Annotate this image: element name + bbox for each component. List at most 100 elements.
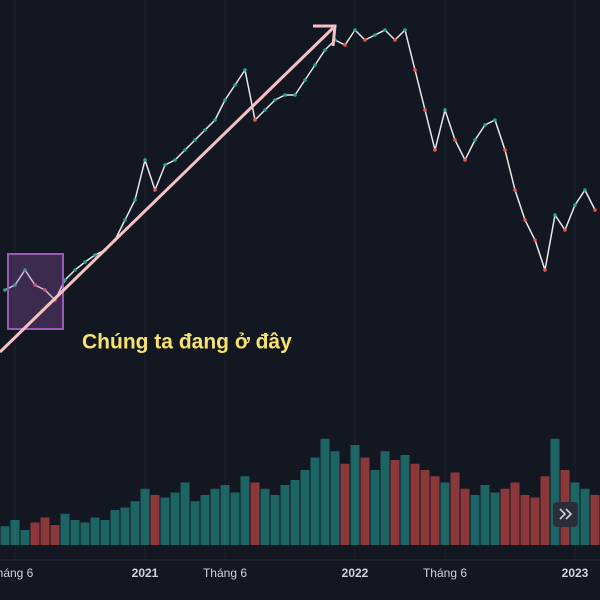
volume-bar — [360, 457, 370, 545]
volume-bar — [150, 495, 160, 545]
volume-bar — [530, 497, 540, 545]
volume-bar — [550, 438, 560, 545]
price-point — [543, 268, 547, 272]
price-point — [293, 93, 297, 97]
annotation: Chúng ta đang ở đây — [82, 331, 292, 354]
volume-bar — [430, 476, 440, 545]
volume-bar — [290, 480, 300, 545]
x-tick-label: Tháng 6 — [423, 566, 467, 580]
price-point — [233, 83, 237, 87]
volume-bar — [10, 520, 20, 545]
volume-bar — [20, 530, 30, 545]
volume-bar — [490, 492, 500, 545]
volume-bar — [50, 525, 60, 545]
price-point — [133, 198, 137, 202]
x-tick-label: háng 6 — [0, 566, 34, 580]
price-point — [453, 138, 457, 142]
volume-bar — [180, 482, 190, 545]
volume-bar — [590, 495, 600, 545]
price-point — [413, 68, 417, 72]
volume-bar — [580, 488, 590, 545]
volume-bar — [0, 526, 10, 545]
price-point — [583, 188, 587, 192]
price-point — [483, 123, 487, 127]
volume-bar — [460, 488, 470, 545]
volume-bar — [470, 495, 480, 545]
volume-bar — [520, 495, 530, 545]
price-point — [203, 128, 207, 132]
price-point — [563, 228, 567, 232]
x-tick-label: 2022 — [342, 566, 369, 580]
volume-bar — [220, 485, 230, 545]
volume-bar — [160, 497, 170, 545]
price-point — [523, 218, 527, 222]
price-point — [393, 38, 397, 42]
volume-panel — [0, 438, 600, 545]
price-point — [553, 213, 557, 217]
price-point — [73, 268, 77, 272]
price-point — [43, 288, 47, 292]
price-point — [253, 118, 257, 122]
price-point — [13, 283, 17, 287]
volume-bar — [390, 460, 400, 545]
volume-bar — [270, 495, 280, 545]
price-point — [23, 268, 27, 272]
price-point — [213, 118, 217, 122]
price-point — [33, 283, 37, 287]
volume-bar — [250, 482, 260, 545]
volume-bar — [440, 482, 450, 545]
price-point — [363, 38, 367, 42]
price-point — [573, 203, 577, 207]
volume-bar — [400, 455, 410, 545]
price-point — [173, 158, 177, 162]
volume-bar — [340, 463, 350, 545]
price-point — [343, 43, 347, 47]
volume-bar — [60, 513, 70, 545]
volume-bar — [350, 445, 360, 545]
price-point — [353, 28, 357, 32]
volume-bar — [110, 510, 120, 545]
volume-bar — [240, 476, 250, 545]
volume-bar — [200, 495, 210, 545]
price-point — [193, 138, 197, 142]
price-point — [433, 148, 437, 152]
volume-bar — [330, 451, 340, 545]
price-point — [183, 148, 187, 152]
scroll-icon[interactable] — [559, 508, 573, 520]
volume-bar — [370, 470, 380, 545]
price-point — [473, 138, 477, 142]
volume-bar — [510, 482, 520, 545]
volume-bar — [380, 451, 390, 545]
grid — [14, 0, 576, 560]
price-point — [83, 260, 87, 264]
volume-bar — [30, 522, 40, 545]
volume-bar — [260, 488, 270, 545]
price-point — [273, 98, 277, 102]
volume-bar — [230, 492, 240, 545]
volume-bar — [80, 522, 90, 545]
price-point — [493, 118, 497, 122]
volume-bar — [40, 517, 50, 545]
price-point — [163, 163, 167, 167]
volume-bar — [450, 472, 460, 545]
volume-bar — [100, 520, 110, 545]
volume-bar — [410, 463, 420, 545]
price-point — [283, 93, 287, 97]
price-point — [383, 28, 387, 32]
volume-bar — [120, 507, 130, 545]
price-point — [223, 98, 227, 102]
volume-bar — [140, 488, 150, 545]
price-point — [463, 158, 467, 162]
volume-bar — [170, 492, 180, 545]
price-point — [63, 278, 67, 282]
price-point — [443, 108, 447, 112]
price-point — [303, 78, 307, 82]
scroll-button[interactable] — [553, 502, 578, 527]
price-point — [243, 68, 247, 72]
x-tick-label: Tháng 6 — [203, 566, 247, 580]
price-point — [153, 188, 157, 192]
price-point — [503, 148, 507, 152]
